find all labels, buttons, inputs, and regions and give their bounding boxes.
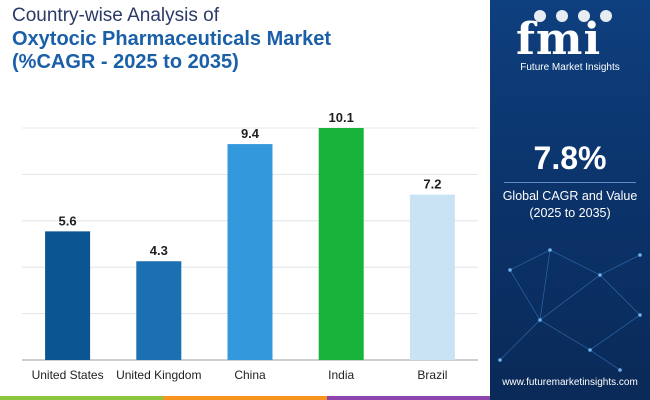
logo-text: fmi	[516, 14, 602, 65]
global-cagr-value: 7.8%	[533, 140, 607, 176]
category-label: India	[328, 368, 354, 382]
network-decoration	[498, 248, 642, 372]
cagr-label-line-2: (2025 to 2035)	[529, 206, 611, 220]
side-panel: fmi Future Market Insights 7.8% Global C…	[490, 0, 650, 400]
global-cagr-label: Global CAGR and Value (2025 to 2035)	[490, 188, 650, 222]
category-label: China	[234, 368, 266, 382]
bar-india	[318, 128, 364, 360]
bar-china	[227, 144, 273, 360]
logo-subtitle: Future Market Insights	[520, 62, 620, 73]
category-label: United Kingdom	[116, 368, 201, 382]
title-line-2: Oxytocic Pharmaceuticals Market	[12, 28, 332, 50]
data-label: 7.2	[423, 177, 441, 192]
title-line-3: (%CAGR - 2025 to 2035)	[12, 51, 239, 73]
bottom-color-strip	[0, 396, 490, 400]
bar-united-kingdom	[136, 261, 182, 360]
category-label: Brazil	[417, 368, 447, 382]
data-label: 5.6	[59, 213, 77, 228]
cagr-label-line-1: Global CAGR and Value	[502, 189, 638, 203]
data-label: 9.4	[241, 126, 260, 141]
title-block: Country-wise Analysis of Oxytocic Pharma…	[12, 4, 331, 74]
strip-segment-orange	[163, 396, 327, 400]
bar-united-states	[45, 231, 91, 360]
data-label: 10.1	[329, 110, 354, 125]
cagr-divider	[504, 182, 636, 183]
strip-segment-green	[0, 396, 164, 400]
website-url[interactable]: www.futuremarketinsights.com	[502, 377, 638, 388]
bar-chart: 5.6 United States 4.3 United Kingdom 9.4 Chin…	[22, 110, 478, 382]
data-label: 4.3	[150, 243, 168, 258]
strip-segment-purple	[326, 396, 490, 400]
title-line-1: Country-wise Analysis of	[12, 5, 219, 26]
fmi-logo: fmi Future Market Insights	[490, 6, 650, 76]
category-label: United States	[32, 368, 104, 382]
bar-brazil	[409, 194, 455, 360]
logo-icons	[534, 10, 612, 22]
